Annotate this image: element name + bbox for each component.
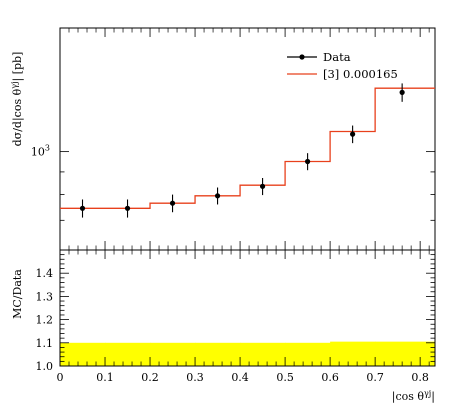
ratio-y-tick-label: 1.3 [36, 290, 54, 303]
data-point [350, 131, 356, 137]
x-axis-label: |cos θγj| [392, 389, 435, 404]
data-point [399, 89, 405, 95]
y-axis-label: dσ/d|cos θγj| [pb] [10, 52, 25, 147]
ratio-frame [59, 249, 436, 367]
x-tick-label: 0.1 [96, 371, 114, 384]
ratio-band-bin [195, 342, 241, 366]
ratio-band-bin [240, 342, 286, 366]
data-point [214, 193, 221, 199]
ratio-band-bin [150, 342, 196, 366]
x-tick-label: 0.7 [366, 371, 384, 384]
ratio-y-tick-label: 1.4 [36, 267, 54, 280]
ratio-band-bin [375, 341, 436, 366]
ratio-y-tick-label: 1.1 [36, 337, 54, 350]
ratio-y-tick-label: 1.2 [36, 314, 54, 327]
x-tick-label: 0 [57, 371, 64, 384]
data-point [304, 158, 311, 165]
legend-data-marker [299, 54, 305, 60]
ratio-y-axis-label: MC/Data [11, 269, 24, 319]
ratio-band-bin [105, 342, 151, 366]
data-point [169, 200, 176, 206]
main-frame [59, 27, 436, 251]
x-tick-label: 0.4 [231, 371, 249, 384]
data-point [79, 205, 86, 211]
x-tick-label: 0.8 [411, 371, 429, 384]
ratio-band-bin [285, 342, 331, 366]
data-point [259, 183, 266, 189]
x-tick-label: 0.3 [186, 371, 204, 384]
y-tick-label: 103 [31, 144, 50, 159]
mc-histogram-line [60, 87, 435, 209]
legend-data-label: Data [323, 50, 351, 64]
x-tick-label: 0.2 [141, 371, 159, 384]
ratio-band-bin [60, 342, 106, 366]
legend-mc-label: [3] 0.000165 [323, 67, 398, 81]
ratio-band-bin [330, 341, 376, 366]
data-point [124, 205, 131, 211]
ratio-panel: 1.0 1.1 1.2 1.3 1.4 0 0.1 0.2 0.3 0.4 0.5 0.6 0.7 0.8… [11, 249, 436, 404]
ratio-y-tick-label: 1.0 [36, 360, 54, 373]
x-tick-label: 0.5 [276, 371, 294, 384]
main-panel: 103 dσ/d|cos θγj| [pb] Data [3] 0.000165 [10, 27, 436, 251]
x-tick-label: 0.6 [321, 371, 339, 384]
